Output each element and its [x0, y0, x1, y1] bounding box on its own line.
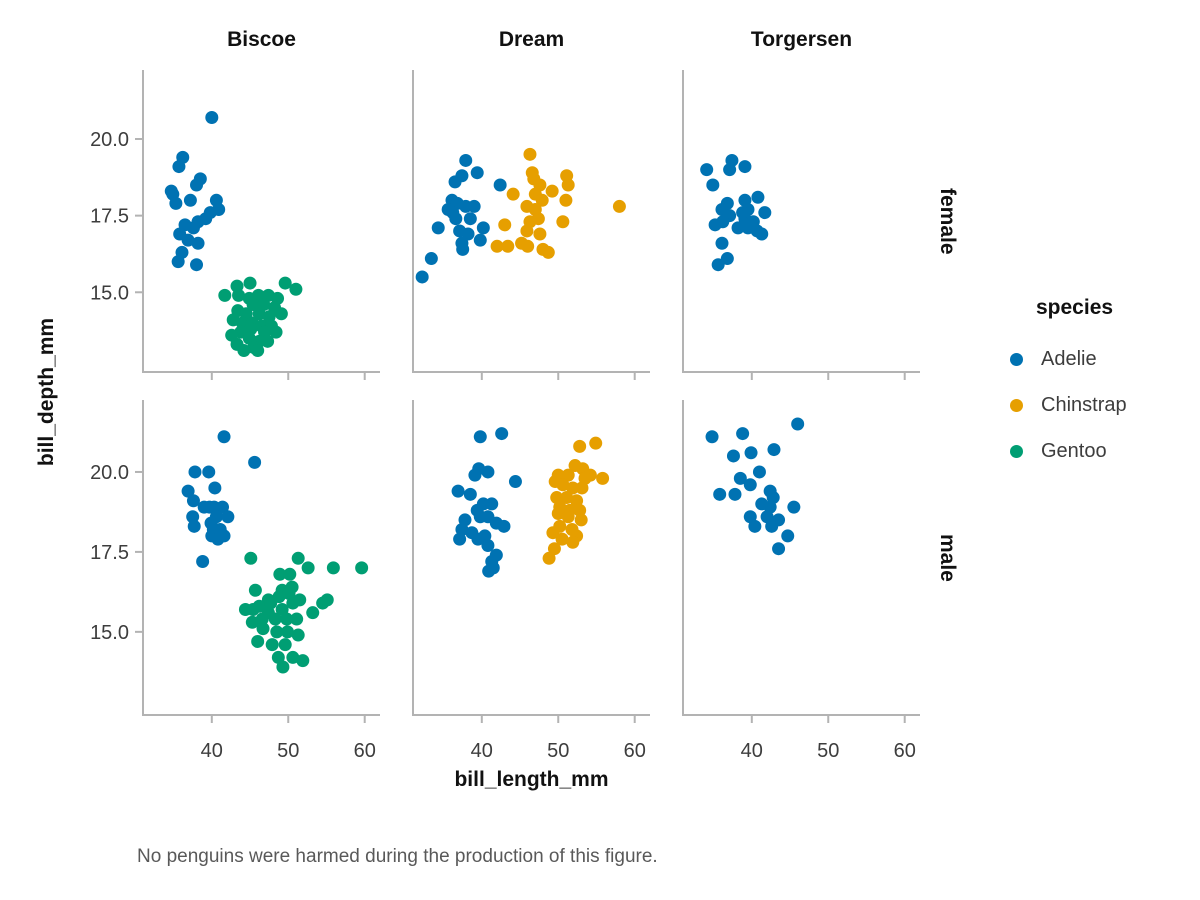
svg-text:60: 60: [624, 740, 646, 762]
facet-strip-female: female: [936, 187, 959, 255]
svg-text:60: 60: [354, 740, 376, 762]
svg-text:40: 40: [201, 740, 223, 762]
facet-title-dream: Dream: [498, 28, 565, 51]
x-axis-title: bill_length_mm: [454, 768, 609, 791]
legend-label-adelie: Adelie: [1041, 347, 1097, 370]
legend-entry-gentoo: Gentoo: [1010, 440, 1195, 462]
svg-text:60: 60: [894, 740, 916, 762]
svg-text:20.0: 20.0: [90, 462, 129, 484]
svg-text:40: 40: [471, 740, 493, 762]
svg-text:50: 50: [547, 740, 569, 762]
svg-text:15.0: 15.0: [90, 622, 129, 644]
svg-text:17.5: 17.5: [90, 542, 129, 564]
facet-strip-male: male: [936, 533, 959, 582]
legend-entry-chinstrap: Chinstrap: [1010, 394, 1195, 416]
legend-label-chinstrap: Chinstrap: [1041, 393, 1127, 416]
svg-text:50: 50: [277, 740, 299, 762]
svg-text:20.0: 20.0: [90, 129, 129, 151]
adelie-dot-icon: [1010, 352, 1023, 366]
legend-title: species: [1036, 296, 1114, 319]
facet-title-torgersen: Torgersen: [750, 28, 853, 51]
svg-text:17.5: 17.5: [90, 206, 129, 228]
legend-label-gentoo: Gentoo: [1041, 439, 1107, 462]
legend-entry-adelie: Adelie: [1010, 348, 1195, 370]
figure-caption: No penguins were harmed during the produ…: [137, 846, 658, 867]
svg-text:15.0: 15.0: [90, 282, 129, 304]
facet-title-biscoe: Biscoe: [227, 28, 296, 51]
species-legend: species Adelie Chinstrap Gentoo: [1005, 296, 1195, 486]
chinstrap-dot-icon: [1010, 398, 1023, 412]
svg-text:50: 50: [817, 740, 839, 762]
gentoo-dot-icon: [1010, 444, 1023, 458]
svg-text:40: 40: [741, 740, 763, 762]
